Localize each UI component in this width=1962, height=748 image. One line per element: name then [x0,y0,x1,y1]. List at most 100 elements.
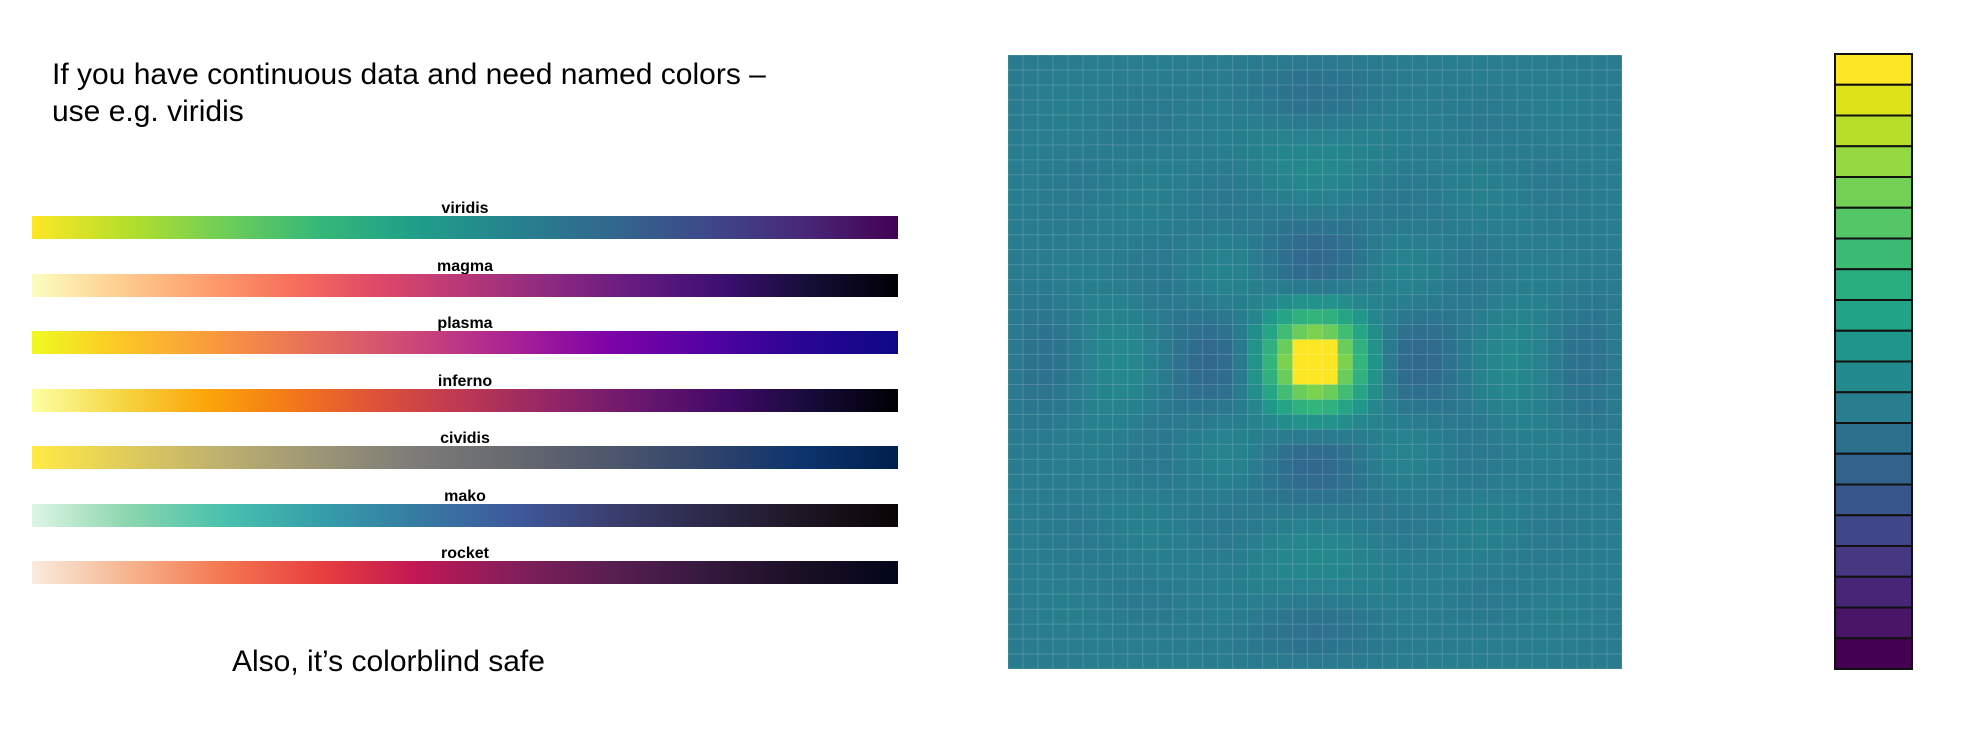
heatmap-cell [1607,489,1622,505]
heatmap-cell [1187,654,1204,669]
heatmap-cell [1427,234,1443,251]
heatmap-cell [1592,309,1608,326]
heatmap-cell [1217,219,1234,236]
heatmap-cell [1442,609,1458,625]
heatmap-cell [1592,654,1608,669]
heatmap-cell [1547,264,1563,281]
heatmap-cell [1502,609,1518,625]
heatmap-cell [1562,129,1578,146]
heatmap-cell [1592,579,1608,595]
heatmap-cell [1442,444,1458,460]
heatmap-cell [1517,129,1533,146]
heatmap-cell [1008,504,1024,520]
heatmap-cell [1337,414,1354,430]
heatmap-cell [1097,264,1114,281]
heatmap-cell [1367,84,1383,101]
heatmap-cell [1442,549,1458,565]
heatmap-cell [1367,534,1383,550]
heatmap-cell [1607,369,1622,386]
heatmap-cell [1352,369,1369,386]
heatmap-cell [1082,399,1099,416]
heatmap-cell [1517,189,1533,206]
heatmap-cell [1607,399,1622,416]
heatmap-cell [1052,399,1069,416]
heatmap-cell [1142,474,1159,490]
heatmap-cell [1472,354,1488,371]
heatmap-cell [1008,519,1024,535]
heatmap-cell [1157,324,1174,341]
heatmap-cell [1487,129,1503,146]
heatmap-cell [1592,519,1608,535]
heatmap-cell [1502,339,1518,356]
heatmap-cell [1502,174,1518,191]
heatmap-cell [1412,114,1428,131]
heatmap-cell [1262,564,1279,580]
heatmap-cell [1082,369,1099,386]
heatmap-cell [1142,234,1159,251]
heatmap-cell [1502,489,1518,505]
heatmap-cell [1082,639,1099,655]
heatmap-cell [1082,594,1099,610]
legend-swatch [1834,53,1913,86]
heatmap-cell [1487,354,1503,371]
heatmap-cell [1607,69,1622,86]
heatmap-cell [1217,159,1234,176]
heatmap-cell [1397,579,1413,595]
heatmap-cell [1427,84,1443,101]
heatmap-cell [1337,624,1354,640]
heatmap-cell [1532,654,1548,669]
heatmap-cell [1127,369,1144,386]
heatmap-cell [1472,549,1488,565]
heatmap-cell [1187,369,1204,386]
heatmap-cell [1307,174,1324,191]
heatmap-cell [1187,414,1204,430]
heatmap-cell [1457,639,1473,655]
heatmap-cell [1292,579,1309,595]
heatmap-cell [1037,309,1054,326]
heatmap-cell [1457,144,1473,161]
heatmap-cell [1592,144,1608,161]
heatmap-cell [1457,249,1473,266]
heatmap-cell [1487,174,1503,191]
heatmap-cell [1082,99,1099,116]
heatmap-cell [1592,474,1608,490]
heatmap-cell [1487,384,1503,401]
heatmap-cell [1367,579,1383,595]
heatmap-cell [1037,504,1054,520]
heatmap-cell [1337,564,1354,580]
heatmap-cell [1577,519,1593,535]
heatmap-cell [1487,324,1503,341]
heatmap-cell [1337,399,1354,416]
heatmap-cell [1337,444,1354,460]
heatmap-cell [1127,474,1144,490]
heatmap-cell [1427,249,1443,266]
heatmap-cell [1172,549,1189,565]
heatmap-cell [1277,354,1294,371]
heatmap-cell [1472,459,1488,475]
heatmap-cell [1472,654,1488,669]
heatmap-cell [1142,309,1159,326]
heatmap-cell [1592,459,1608,475]
heatmap-cell [1352,99,1369,116]
heatmap-cell [1262,399,1279,416]
heatmap-cell [1472,84,1488,101]
heatmap-cell [1292,234,1309,251]
heatmap-cell [1367,264,1383,281]
heatmap-cell [1187,174,1204,191]
heatmap-cell [1337,279,1354,296]
heatmap-cell [1097,399,1114,416]
heatmap-cell [1307,444,1324,460]
heatmap-cell [1382,624,1398,640]
heatmap-cell [1172,84,1189,101]
heatmap-cell [1367,489,1383,505]
heatmap-cell [1142,84,1159,101]
heatmap-cell [1532,144,1548,161]
heatmap-cell [1517,654,1533,669]
heatmap-cell [1592,174,1608,191]
heatmap-cell [1247,489,1264,505]
heatmap-cell [1502,654,1518,669]
heatmap-cell [1097,594,1114,610]
heatmap-cell [1592,369,1608,386]
heatmap-cell [1352,624,1369,640]
heatmap-cell [1008,324,1024,341]
